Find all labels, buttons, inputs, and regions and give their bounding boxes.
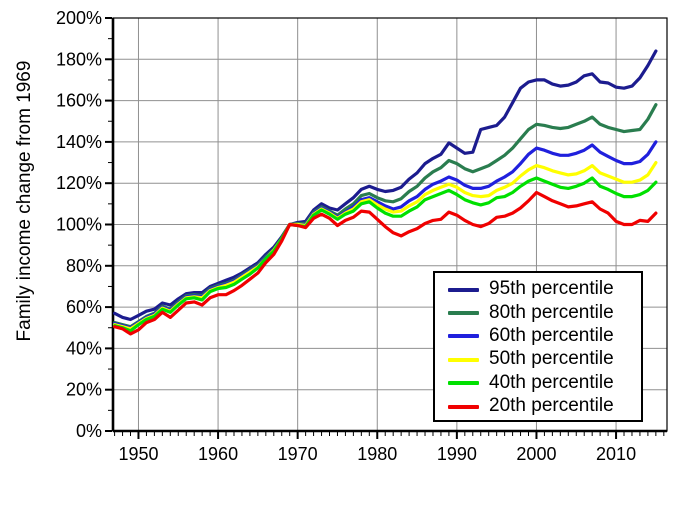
y-tick-label: 180% [56,49,102,69]
y-tick-label: 160% [56,91,102,111]
legend-label: 60th percentile [489,324,614,346]
legend-line-swatch [448,357,479,362]
y-tick-label: 0% [76,421,102,441]
x-tick-label: 1950 [118,444,158,464]
y-axis-title: Family income change from 1969 [14,60,35,342]
legend: 95th percentile 80th percentile 60th per… [433,271,643,422]
x-tick-label: 1960 [198,444,238,464]
legend-label: 50th percentile [489,348,614,370]
series-line-95th-percentile [112,49,658,322]
x-tick-label: 1970 [278,444,318,464]
legend-item: 40th percentile [448,372,641,395]
y-tick-label: 120% [56,173,102,193]
legend-label: 40th percentile [489,371,614,393]
legend-item: 50th percentile [448,348,641,371]
legend-item: 60th percentile [448,325,641,348]
y-tick-label: 200% [56,8,102,28]
x-tick-label: 1990 [437,444,477,464]
y-tick-label: 80% [66,256,102,276]
series-line-40th-percentile [112,176,658,333]
legend-label: 20th percentile [489,395,614,417]
legend-item: 80th percentile [448,301,641,324]
legend-line-swatch [448,311,479,316]
series-line-20th-percentile [112,190,658,336]
x-tick-label: 1980 [357,444,397,464]
legend-line-swatch [448,381,479,386]
legend-item: 20th percentile [448,395,641,418]
legend-line-swatch [448,287,479,292]
x-tick-label: 2000 [516,444,556,464]
legend-label: 80th percentile [489,301,614,323]
legend-label: 95th percentile [489,278,614,300]
y-tick-label: 100% [56,215,102,235]
y-tick-label: 40% [66,338,102,358]
legend-line-swatch [448,404,479,409]
y-tick-label: 140% [56,132,102,152]
x-tick-label: 2010 [596,444,636,464]
legend-item: 95th percentile [448,278,641,301]
y-tick-label: 20% [66,380,102,400]
legend-line-swatch [448,334,479,339]
y-tick-label: 60% [66,297,102,317]
